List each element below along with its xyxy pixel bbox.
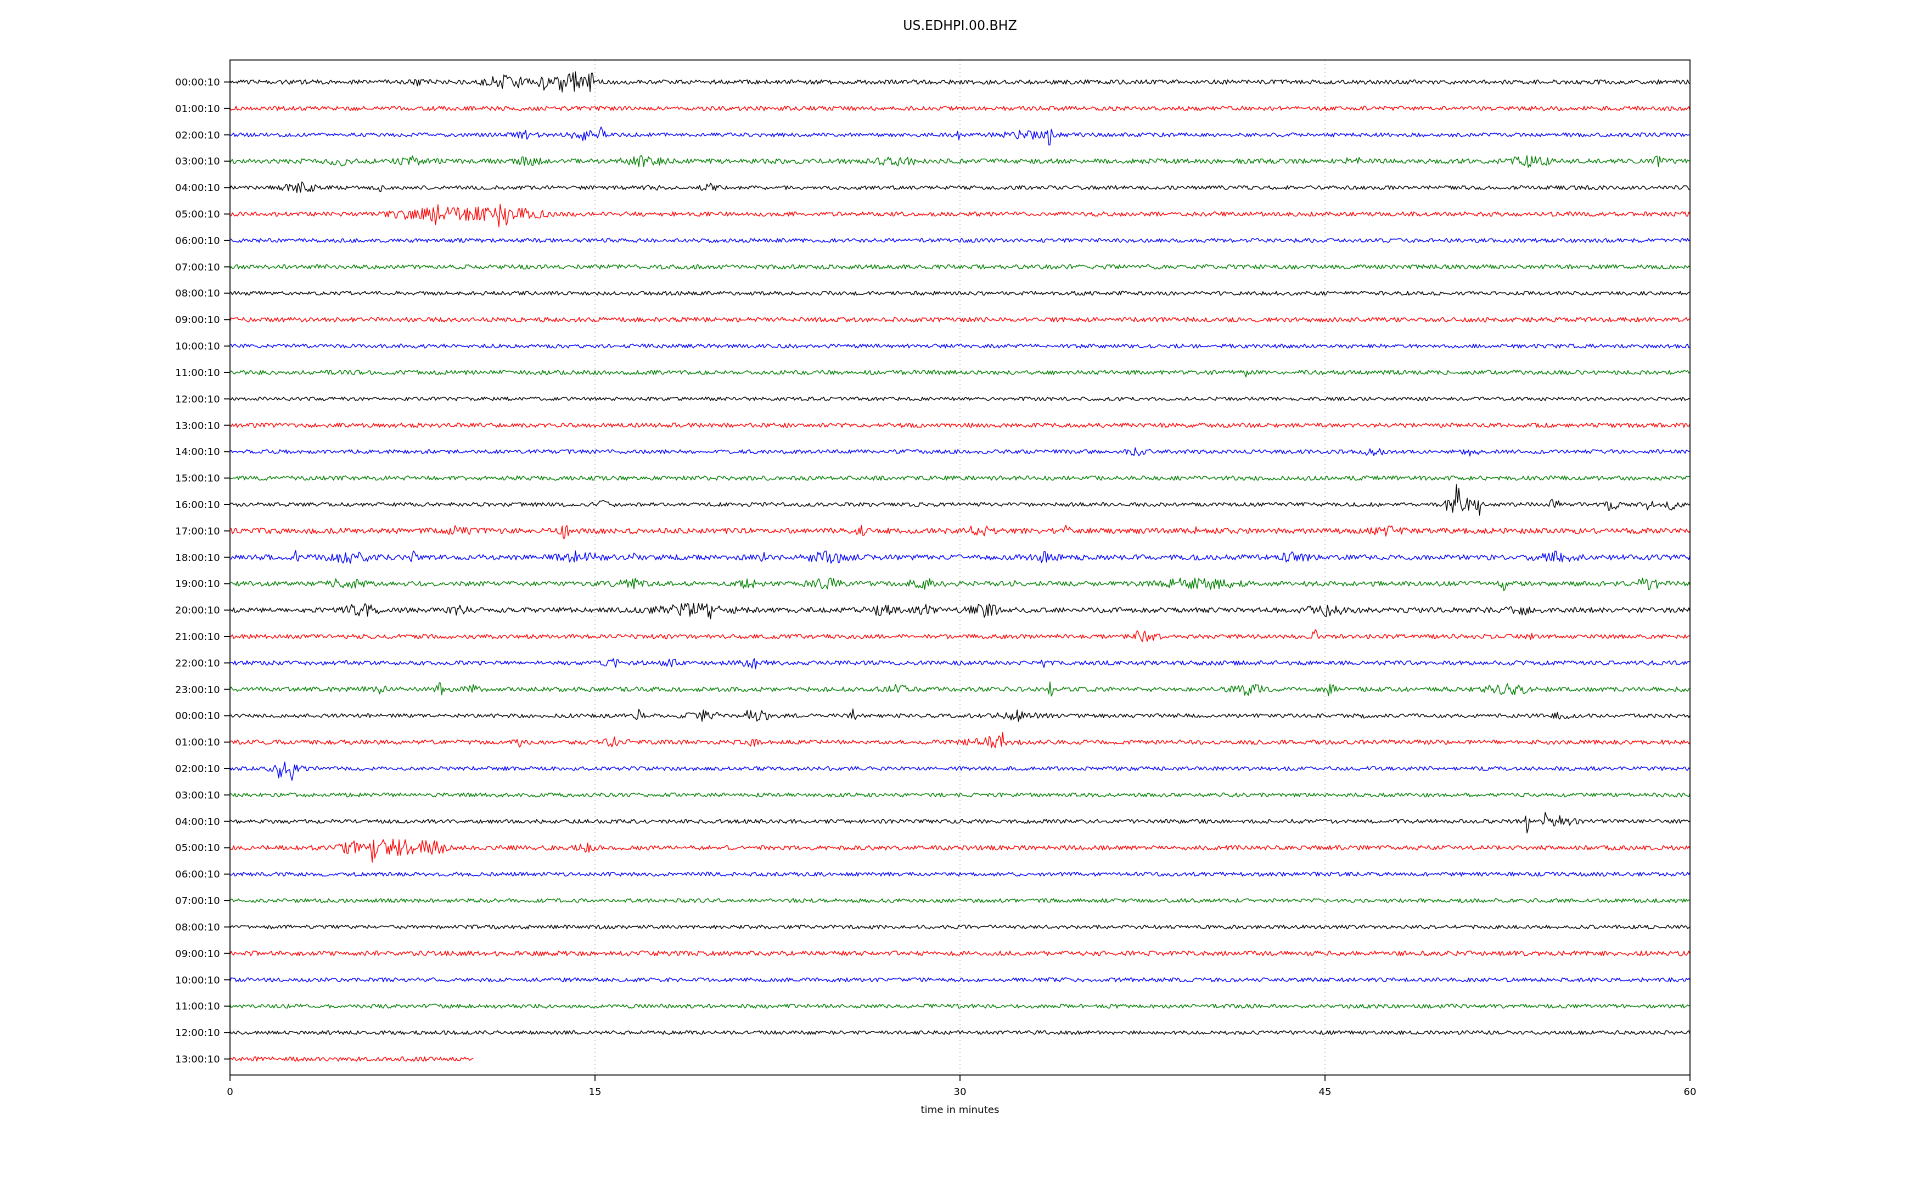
row-time-label: 11:00:10 [175, 1002, 220, 1013]
row-time-label: 05:00:10 [175, 210, 220, 221]
trace-row [230, 838, 1690, 863]
row-time-label: 08:00:10 [175, 289, 220, 300]
trace-row [230, 1030, 1690, 1035]
row-time-label: 16:00:10 [175, 500, 220, 511]
row-time-label: 10:00:10 [175, 342, 220, 353]
trace-row [230, 1003, 1690, 1009]
row-time-label: 04:00:10 [175, 817, 220, 828]
row-time-label: 12:00:10 [175, 1028, 220, 1039]
trace-row [230, 343, 1690, 349]
trace-row [230, 524, 1690, 539]
trace-row [230, 154, 1690, 168]
row-time-label: 02:00:10 [175, 130, 220, 141]
trace-row [230, 792, 1690, 798]
row-time-label: 00:00:10 [175, 78, 220, 89]
trace-row [230, 422, 1690, 428]
x-axis-label: time in minutes [921, 1105, 1000, 1116]
trace-row [230, 105, 1690, 111]
row-time-label: 04:00:10 [175, 183, 220, 194]
trace-row [230, 602, 1690, 620]
row-time-label: 01:00:10 [175, 104, 220, 115]
trace-row [230, 369, 1690, 378]
row-time-label: 11:00:10 [175, 368, 220, 379]
row-time-label: 13:00:10 [175, 421, 220, 432]
row-time-label: 22:00:10 [175, 658, 220, 669]
row-time-label: 12:00:10 [175, 394, 220, 405]
row-time-label: 02:00:10 [175, 764, 220, 775]
row-time-label: 06:00:10 [175, 870, 220, 881]
trace-row [230, 447, 1690, 457]
trace-row [230, 761, 1690, 781]
row-time-label: 14:00:10 [175, 447, 220, 458]
trace-row [230, 658, 1690, 670]
row-time-label: 07:00:10 [175, 262, 220, 273]
chart-title: US.EDHPI.00.BHZ [903, 19, 1017, 34]
row-time-label: 21:00:10 [175, 632, 220, 643]
row-time-label: 23:00:10 [175, 685, 220, 696]
trace-row [230, 475, 1690, 481]
trace-row [230, 731, 1690, 749]
row-time-label: 09:00:10 [175, 315, 220, 326]
axes [224, 59, 1691, 1081]
trace-row [230, 396, 1690, 402]
row-time-label: 19:00:10 [175, 579, 220, 590]
trace-row [230, 483, 1690, 516]
row-time-label: 13:00:10 [175, 1054, 220, 1065]
trace-row [230, 811, 1690, 834]
trace-row [230, 871, 1690, 877]
trace-row [230, 924, 1690, 930]
row-time-label: 05:00:10 [175, 843, 220, 854]
trace-row [230, 203, 1690, 228]
trace-row [230, 316, 1690, 323]
trace-row [230, 237, 1690, 243]
trace-row [230, 708, 1690, 722]
trace-row [230, 550, 1690, 564]
x-tick-label: 0 [227, 1087, 233, 1098]
trace-row [230, 950, 1690, 957]
trace-row [230, 977, 1690, 983]
row-time-label: 17:00:10 [175, 526, 220, 537]
row-time-label: 00:00:10 [175, 711, 220, 722]
trace-row [230, 71, 1690, 93]
row-time-label: 18:00:10 [175, 553, 220, 564]
row-time-label: 01:00:10 [175, 738, 220, 749]
trace-row [230, 290, 1690, 296]
row-time-label: 03:00:10 [175, 157, 220, 168]
trace-rows [230, 71, 1690, 1062]
x-tick-label: 15 [589, 1087, 602, 1098]
trace-row [230, 681, 1690, 697]
row-time-label: 03:00:10 [175, 790, 220, 801]
trace-row [230, 577, 1690, 592]
x-tick-label: 45 [1319, 1087, 1332, 1098]
row-time-label: 10:00:10 [175, 975, 220, 986]
trace-row [230, 898, 1690, 903]
axis-labels: 00:00:10 01:00:10 02:00:10 03:00:10 04:00:10… [175, 78, 1696, 1099]
row-time-label: 09:00:10 [175, 949, 220, 960]
row-time-label: 15:00:10 [175, 474, 220, 485]
row-time-label: 07:00:10 [175, 896, 220, 907]
trace-row [230, 264, 1690, 270]
row-time-label: 06:00:10 [175, 236, 220, 247]
row-time-label: 20:00:10 [175, 606, 220, 617]
row-time-label: 08:00:10 [175, 922, 220, 933]
trace-row [230, 181, 1690, 194]
x-tick-label: 60 [1684, 1087, 1697, 1098]
trace-row [230, 126, 1690, 146]
x-tick-label: 30 [954, 1087, 967, 1098]
trace-row [230, 629, 1690, 643]
trace-row [230, 1056, 474, 1062]
